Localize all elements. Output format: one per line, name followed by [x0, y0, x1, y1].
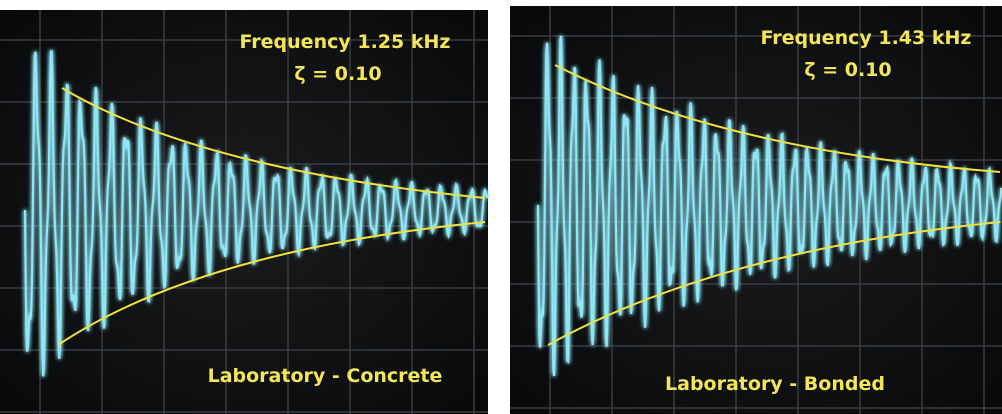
envelope — [547, 221, 1001, 346]
frequency-label: Frequency 1.43 kHz — [761, 27, 972, 49]
damping-label: ζ = 0.10 — [804, 59, 891, 81]
envelope — [554, 64, 1001, 173]
scope-grid — [510, 6, 1002, 414]
frequency-label: Frequency 1.25 kHz — [240, 31, 451, 53]
envelope — [57, 221, 486, 346]
envelope — [61, 87, 486, 199]
caption: Laboratory - Concrete — [208, 365, 443, 387]
caption: Laboratory - Bonded — [665, 373, 885, 395]
waveform — [536, 35, 1002, 377]
damping-label: ζ = 0.10 — [294, 63, 381, 85]
